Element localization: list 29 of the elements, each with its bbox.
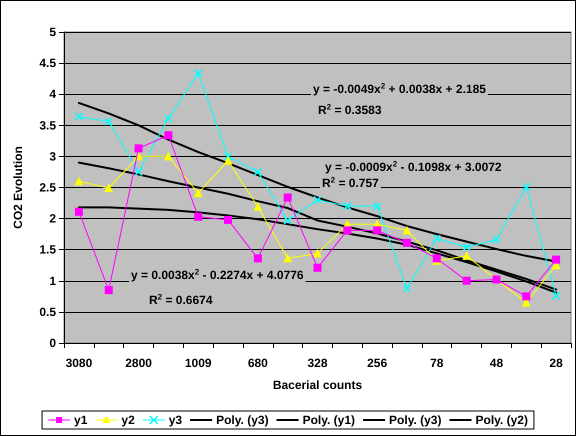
x-tick-label: 48 (490, 356, 504, 370)
legend-label: Poly. (y1) (302, 413, 356, 427)
y-tick-label: 0.5 (39, 304, 56, 319)
x-tick-label: 2800 (125, 356, 152, 370)
y-tick-label: 2.5 (39, 180, 56, 194)
x-axis-title: Bacerial counts (272, 378, 363, 392)
y-tick-label: 5 (49, 25, 56, 39)
y-tick-label: 1 (49, 274, 56, 288)
x-tick-label: 328 (307, 356, 328, 370)
y-axis-title: CO2 Evolution (11, 146, 25, 229)
legend-label: y2 (121, 413, 136, 427)
legend-label: Poly. (y2) (475, 413, 528, 427)
legend-label: Poly. (y3) (389, 413, 442, 427)
y-tick-label: 4.5 (39, 56, 56, 70)
legend-label: y1 (74, 413, 88, 427)
x-tick-label: 3080 (66, 356, 93, 370)
x-tick-label: 28 (549, 356, 564, 370)
y-tick-label: 3.5 (39, 118, 56, 132)
y-tick-label: 3 (49, 149, 56, 164)
legend-label: Poly. (y3) (216, 413, 269, 427)
x-tick-label: 1009 (184, 356, 212, 370)
y-tick-label: 4 (49, 87, 56, 102)
y-tick-label: 0 (49, 336, 56, 350)
y-tick-label: 1.5 (39, 242, 56, 257)
x-tick-label: 78 (430, 356, 444, 370)
x-tick-label: 680 (248, 356, 268, 370)
legend-label: y3 (168, 413, 182, 427)
y-tick-label: 2 (49, 212, 56, 226)
x-tick-label: 256 (367, 356, 388, 370)
